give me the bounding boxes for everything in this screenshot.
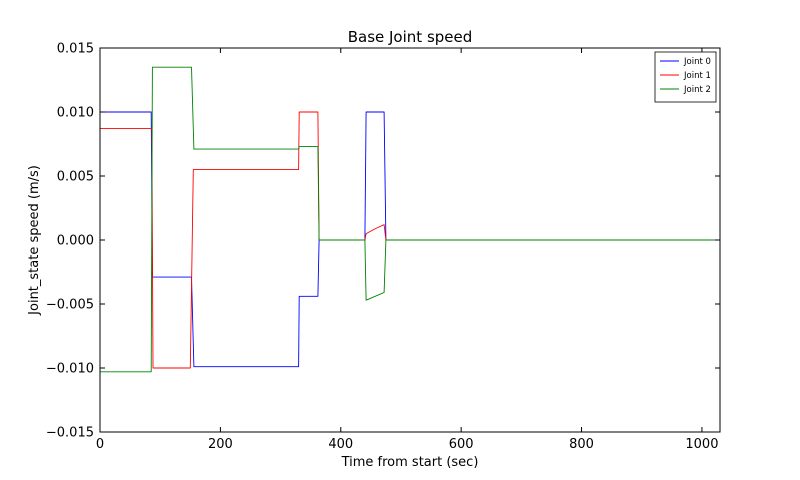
y-tick-label: 0.005 <box>57 170 94 185</box>
y-tick-label: 0.015 <box>57 42 94 57</box>
y-tick-label: −0.010 <box>46 362 94 377</box>
x-tick-label: 800 <box>569 437 594 452</box>
y-tick-label: 0.000 <box>57 234 94 249</box>
ticks-layer: 0 200 400 600 800 1000 −0.015 −0.010 −0.005 0.000… <box>46 42 720 452</box>
legend-label-joint-2: Joint 2 <box>683 85 711 95</box>
y-tick-label: −0.005 <box>46 298 94 313</box>
y-tick-label: −0.015 <box>46 426 94 441</box>
x-axis-label: Time from start (sec) <box>341 455 479 470</box>
series-line-joint-0 <box>100 111 720 368</box>
x-tick-label: 200 <box>208 437 233 452</box>
x-tick-label: 0 <box>96 437 104 452</box>
legend-box <box>654 51 717 103</box>
legend-label-joint-0: Joint 0 <box>683 57 711 67</box>
legend-label-joint-1: Joint 1 <box>683 71 711 81</box>
x-tick-label: 1000 <box>685 437 718 452</box>
series-line-joint-2 <box>100 66 720 373</box>
series-layer <box>100 66 720 373</box>
y-tick-label: 0.010 <box>57 106 94 121</box>
chart-title: Base Joint speed <box>348 28 473 46</box>
series-line-joint-1 <box>100 111 720 369</box>
x-tick-label: 400 <box>328 437 353 452</box>
x-tick-label: 600 <box>449 437 474 452</box>
y-axis-label: Joint_state speed (m/s) <box>27 165 42 316</box>
legend: Joint 0 Joint 1 Joint 2 <box>654 51 717 103</box>
